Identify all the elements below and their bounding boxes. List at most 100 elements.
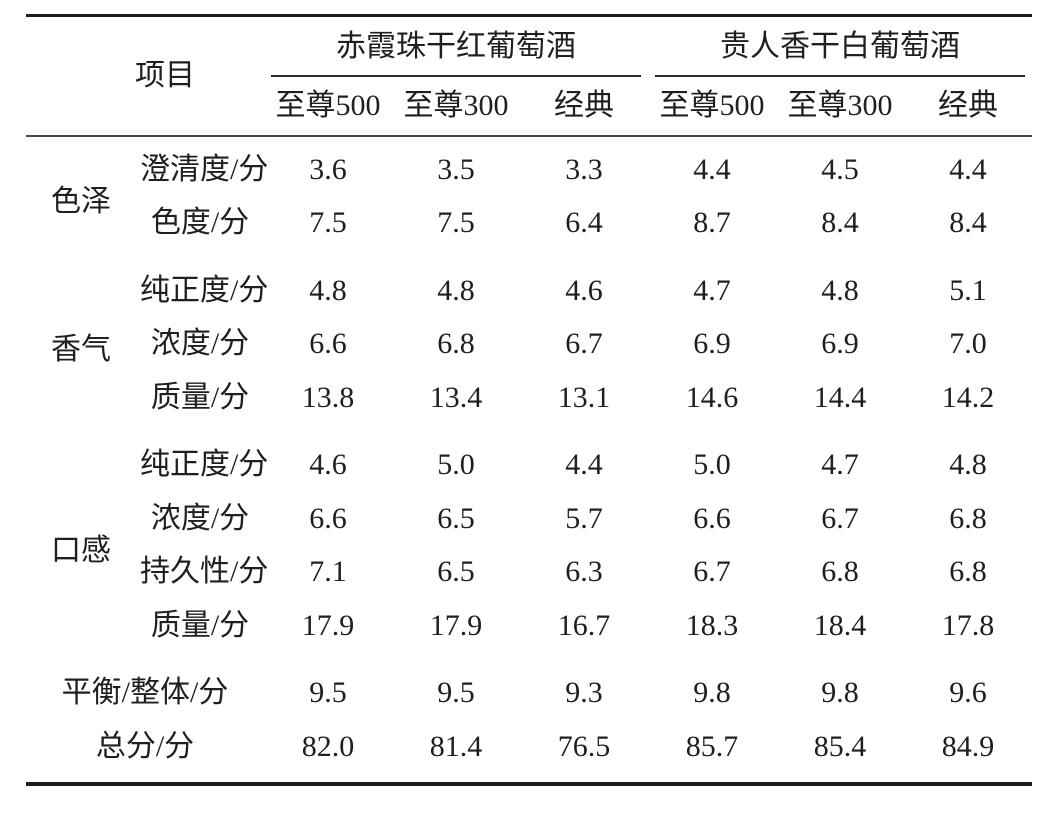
table-row-taste-purity: 口感 纯正度/分 4.6 5.0 4.4 5.0 4.7 4.8 [26, 424, 1032, 566]
score-cell: 9.3 [565, 676, 603, 709]
table-row-chromaticity: 色度/分 7.5 7.5 6.4 8.7 8.4 8.4 [26, 196, 1032, 250]
score-cell: 81.4 [429, 729, 483, 763]
score-cell: 6.6 [309, 501, 347, 535]
score-cell: 16.7 [557, 608, 611, 642]
table-row-taste-quality: 质量/分 17.9 17.9 16.7 18.3 18.4 17.8 [26, 599, 1032, 653]
score-cell: 17.9 [301, 608, 355, 642]
column-header-white-zhizun300: 至尊300 [787, 88, 893, 122]
row-item-label: 持久性/分 [140, 555, 269, 588]
score-cell: 9.5 [437, 676, 475, 709]
row-item-label: 质量/分 [150, 380, 250, 414]
row-group-label-color: 色泽 [51, 184, 111, 218]
score-cell: 4.4 [693, 152, 731, 186]
table-row-aroma-purity: 香气 纯正度/分 4.8 4.8 4.6 4.7 4.8 5.1 [26, 250, 1032, 364]
row-item-label-total: 总分/分 [95, 729, 195, 763]
score-cell: 6.3 [565, 555, 603, 588]
row-group-label-taste: 口感 [51, 533, 111, 567]
score-cell: 9.8 [693, 676, 731, 709]
score-cell: 6.4 [565, 206, 603, 239]
score-cell: 6.7 [693, 555, 731, 588]
score-cell: 6.8 [437, 327, 475, 360]
score-cell: 6.7 [565, 327, 603, 360]
column-header-white-classic: 经典 [938, 88, 999, 122]
table-row-balance-overall: 平衡/整体/分 9.5 9.5 9.3 9.8 9.8 9.6 [26, 652, 1032, 720]
column-header-white-wine-group: 贵人香干白葡萄酒 [648, 16, 1032, 77]
score-cell: 84.9 [941, 729, 995, 763]
column-header-white-zhizun500: 至尊500 [659, 88, 765, 122]
score-cell: 85.7 [685, 729, 739, 763]
table-body: 色泽 澄清度/分 3.6 3.5 3.3 4.4 4.5 4.4 色度/分 7.… [26, 136, 1032, 785]
score-cell: 4.7 [821, 448, 859, 481]
score-cell: 4.5 [821, 152, 859, 186]
score-cell: 17.9 [429, 608, 483, 642]
wine-score-table: 项目 赤霞珠干红葡萄酒 贵人香干白葡萄酒 至尊500 至尊300 经典 至尊50… [26, 14, 1033, 786]
score-cell: 6.5 [437, 555, 475, 588]
score-cell: 4.7 [693, 273, 731, 307]
score-cell: 6.9 [693, 327, 731, 360]
score-cell: 13.4 [429, 380, 483, 414]
score-cell: 4.4 [565, 448, 603, 481]
score-cell: 6.5 [437, 501, 475, 535]
score-cell: 14.6 [685, 380, 739, 414]
row-item-label: 澄清度/分 [140, 152, 269, 186]
row-item-label: 纯正度/分 [140, 273, 269, 307]
row-item-label: 浓度/分 [150, 501, 250, 535]
table-row-taste-intensity: 浓度/分 6.6 6.5 5.7 6.6 6.7 6.8 [26, 492, 1032, 546]
row-item-label: 色度/分 [150, 206, 250, 239]
score-cell: 14.2 [941, 380, 995, 414]
score-cell: 6.8 [821, 555, 859, 588]
score-cell: 6.8 [949, 501, 987, 535]
score-cell: 5.7 [565, 501, 603, 535]
table-row-aroma-quality: 质量/分 13.8 13.4 13.1 14.6 14.4 14.2 [26, 371, 1032, 425]
row-item-label: 浓度/分 [150, 327, 250, 360]
score-cell: 8.7 [693, 206, 731, 239]
score-cell: 6.9 [821, 327, 859, 360]
table-header: 项目 赤霞珠干红葡萄酒 贵人香干白葡萄酒 至尊500 至尊300 经典 至尊50… [26, 16, 1033, 136]
header-row-subcols: 至尊500 至尊300 经典 至尊500 至尊300 经典 [26, 77, 1032, 136]
score-cell: 4.8 [821, 273, 859, 307]
score-cell: 9.5 [309, 676, 347, 709]
score-cell: 4.8 [949, 448, 987, 481]
row-item-label-balance: 平衡/整体/分 [61, 676, 229, 709]
score-cell: 4.4 [949, 152, 987, 186]
white-wine-group-label: 贵人香干白葡萄酒 [655, 27, 1026, 77]
score-cell: 13.8 [301, 380, 355, 414]
score-cell: 18.4 [813, 608, 867, 642]
column-header-item: 项目 [135, 59, 195, 92]
score-cell: 4.8 [309, 273, 347, 307]
score-cell: 18.3 [685, 608, 739, 642]
score-cell: 7.0 [949, 327, 987, 360]
score-cell: 14.4 [813, 380, 867, 414]
score-cell: 85.4 [813, 729, 867, 763]
table-row-taste-persistence: 持久性/分 7.1 6.5 6.3 6.7 6.8 6.8 [26, 545, 1032, 599]
score-cell: 8.4 [821, 206, 859, 239]
row-group-label-aroma: 香气 [51, 332, 111, 366]
score-cell: 3.5 [437, 152, 475, 186]
score-cell: 4.8 [437, 273, 475, 307]
red-wine-group-label: 赤霞珠干红葡萄酒 [271, 27, 642, 77]
score-cell: 6.6 [693, 501, 731, 535]
score-cell: 3.3 [565, 152, 603, 186]
score-cell: 8.4 [949, 206, 987, 239]
score-cell: 3.6 [309, 152, 347, 186]
score-cell: 6.6 [309, 327, 347, 360]
column-header-red-classic: 经典 [554, 88, 615, 122]
score-cell: 7.5 [437, 206, 475, 239]
score-cell: 82.0 [301, 729, 355, 763]
score-cell: 17.8 [941, 608, 995, 642]
score-cell: 13.1 [557, 380, 611, 414]
score-cell: 4.6 [565, 273, 603, 307]
table-row-clarity: 色泽 澄清度/分 3.6 3.5 3.3 4.4 4.5 4.4 [26, 136, 1032, 217]
score-cell: 6.8 [949, 555, 987, 588]
score-cell: 5.1 [949, 273, 987, 307]
header-row-groups: 项目 赤霞珠干红葡萄酒 贵人香干白葡萄酒 [26, 16, 1032, 91]
row-item-label: 质量/分 [150, 608, 250, 642]
score-cell: 4.6 [309, 448, 347, 481]
table-row-aroma-intensity: 浓度/分 6.6 6.8 6.7 6.9 6.9 7.0 [26, 317, 1032, 371]
column-header-red-wine-group: 赤霞珠干红葡萄酒 [264, 16, 648, 77]
column-header-red-zhizun500: 至尊500 [275, 88, 381, 122]
score-cell: 76.5 [557, 729, 611, 763]
score-cell: 5.0 [693, 448, 731, 481]
row-item-label: 纯正度/分 [140, 448, 269, 481]
